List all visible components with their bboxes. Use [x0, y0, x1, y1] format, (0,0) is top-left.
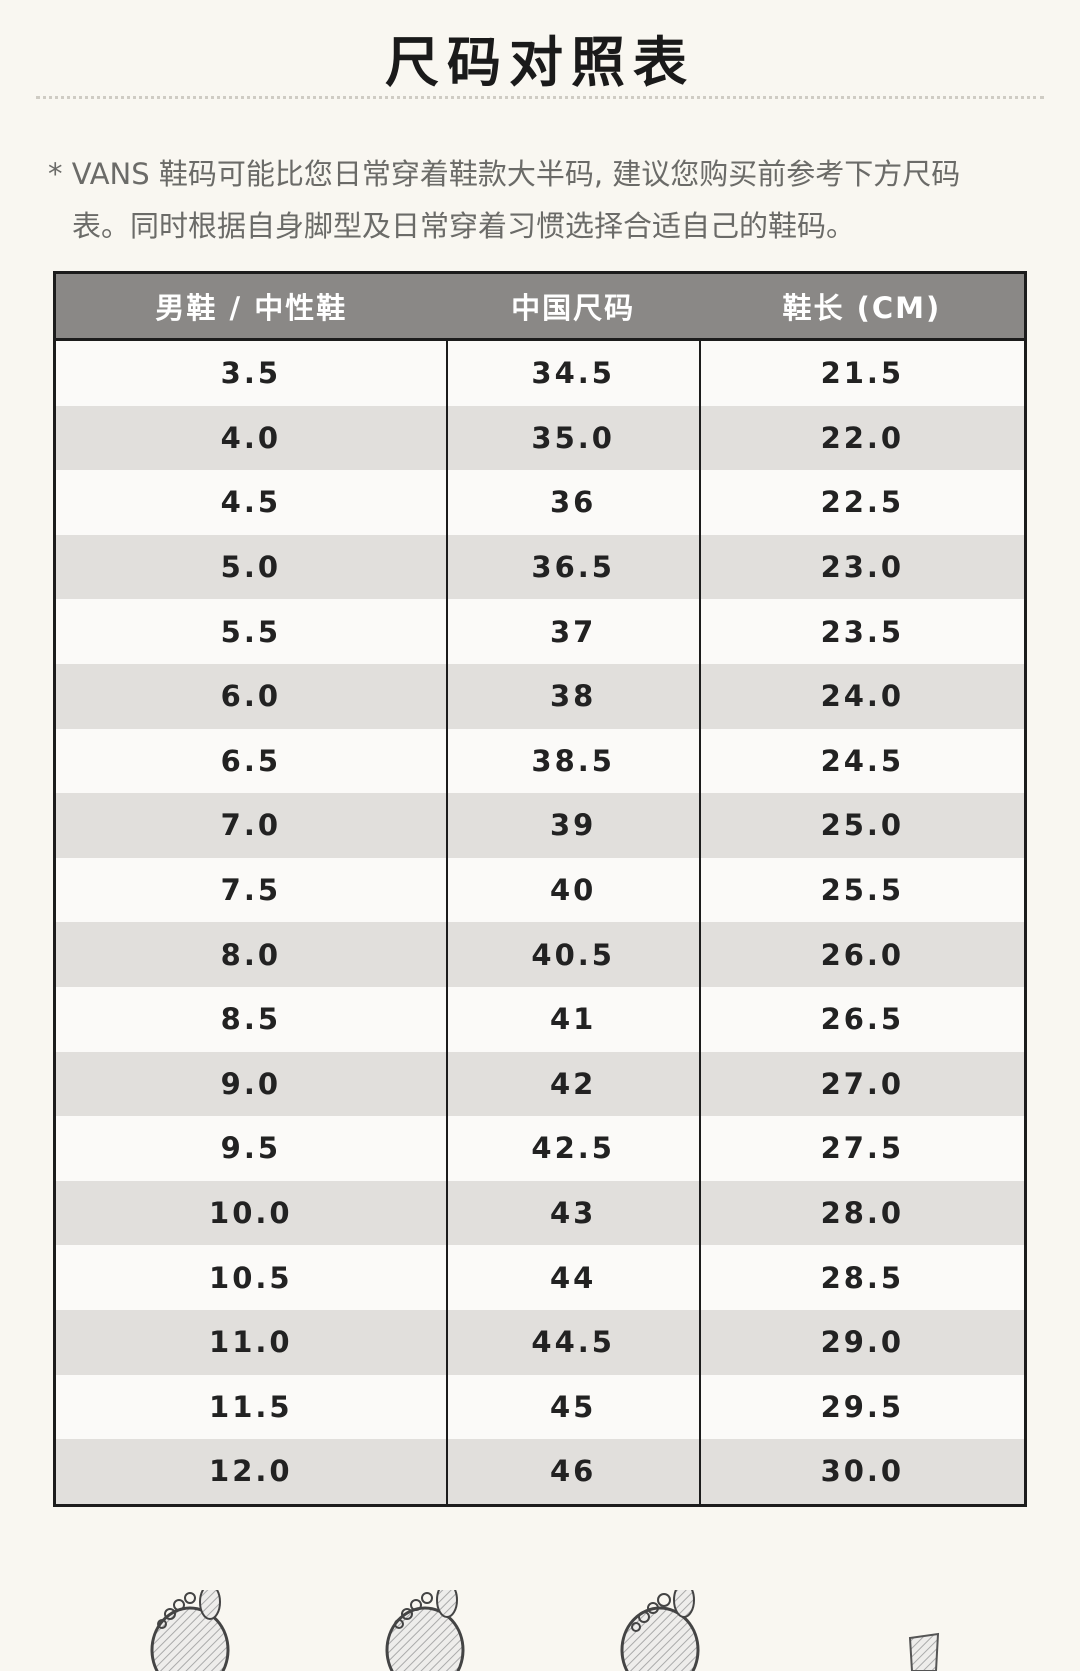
foot-length-cell: 22.5: [698, 470, 1026, 535]
table-row: 5.5 37 23.5: [54, 599, 1026, 664]
table-header-row: 男鞋 / 中性鞋 中国尺码 鞋长 (CM): [54, 272, 1026, 341]
foot-length-cell: 26.0: [698, 922, 1026, 987]
us-size-cell: 6.0: [54, 663, 447, 729]
footprint-icon: [150, 1590, 230, 1671]
table-row: 5.0 36.5 23.0: [54, 534, 1026, 600]
footprint-icon: [385, 1590, 465, 1671]
us-size-cell: 3.5: [54, 339, 447, 406]
table-row: 12.0 46 30.0: [54, 1439, 1026, 1506]
foot-length-cell: 23.0: [698, 534, 1026, 600]
us-size-cell: 12.0: [54, 1439, 447, 1506]
footprint-illustrations: [150, 1590, 940, 1671]
foot-length-cell: 21.5: [698, 339, 1026, 406]
cn-size-cell: 35.0: [445, 405, 700, 471]
us-size-cell: 11.0: [54, 1309, 447, 1375]
table-row: 9.0 42 27.0: [54, 1051, 1026, 1117]
table-row: 8.0 40.5 26.0: [54, 922, 1026, 987]
cn-size-cell: 38.5: [445, 728, 700, 794]
foot-length-cell: 28.5: [698, 1245, 1026, 1310]
footprint-icon: [620, 1590, 700, 1671]
foot-length-cell: 27.5: [698, 1116, 1026, 1181]
foot-length-cell: 27.0: [698, 1051, 1026, 1117]
foot-length-cell: 26.5: [698, 986, 1026, 1052]
us-size-cell: 4.0: [54, 405, 447, 471]
us-size-cell: 8.0: [54, 922, 447, 987]
us-size-cell: 11.5: [54, 1374, 447, 1440]
table-row: 6.5 38.5 24.5: [54, 728, 1026, 794]
foot-length-cell: 29.0: [698, 1309, 1026, 1375]
foot-length-cell: 30.0: [698, 1439, 1026, 1506]
table-body: 3.5 34.5 21.5 4.0 35.0 22.0 4.5 36 22.5 5.0 36.5 23…: [54, 339, 1026, 1506]
us-size-cell: 9.0: [54, 1051, 447, 1117]
cn-size-cell: 40.5: [445, 922, 700, 987]
table-row: 7.0 39 25.0: [54, 793, 1026, 858]
note-line-2: 表。同时根据自身脚型及日常穿着习惯选择合适自己的鞋码。: [72, 209, 856, 243]
us-size-cell: 8.5: [54, 986, 447, 1052]
cn-size-cell: 45: [445, 1374, 700, 1440]
foot-length-cell: 25.0: [698, 793, 1026, 858]
page-title: 尺码对照表: [385, 31, 695, 94]
header-cn-size: 中国尺码: [446, 272, 700, 341]
table-row: 10.0 43 28.0: [54, 1180, 1026, 1246]
foot-length-cell: 24.0: [698, 663, 1026, 729]
size-note: * VANS 鞋码可能比您日常穿着鞋款大半码, 建议您购买前参考下方尺码 表。同…: [48, 148, 1038, 252]
table-row: 4.5 36 22.5: [54, 470, 1026, 535]
cn-size-cell: 43: [445, 1180, 700, 1246]
foot-length-cell: 28.0: [698, 1180, 1026, 1246]
dotted-divider: [36, 96, 1044, 99]
cn-size-cell: 40: [445, 857, 700, 923]
us-size-cell: 6.5: [54, 728, 447, 794]
table-row: 11.5 45 29.5: [54, 1374, 1026, 1440]
cn-size-cell: 46: [445, 1439, 700, 1506]
foot-length-cell: 22.0: [698, 405, 1026, 471]
us-size-cell: 10.5: [54, 1245, 447, 1310]
foot-length-cell: 23.5: [698, 599, 1026, 664]
table-row: 4.0 35.0 22.0: [54, 405, 1026, 471]
us-size-cell: 5.0: [54, 534, 447, 600]
table-row: 9.5 42.5 27.5: [54, 1116, 1026, 1181]
us-size-cell: 7.0: [54, 793, 447, 858]
size-chart-table: 男鞋 / 中性鞋 中国尺码 鞋长 (CM) 3.5 34.5 21.5 4.0 35.0…: [53, 271, 1027, 1507]
cn-size-cell: 42: [445, 1051, 700, 1117]
cn-size-cell: 37: [445, 599, 700, 664]
us-size-cell: 7.5: [54, 857, 447, 923]
table-row: 6.0 38 24.0: [54, 663, 1026, 729]
cn-size-cell: 42.5: [445, 1116, 700, 1181]
cn-size-cell: 34.5: [445, 339, 700, 406]
cn-size-cell: 36.5: [445, 534, 700, 600]
cn-size-cell: 41: [445, 986, 700, 1052]
us-size-cell: 5.5: [54, 599, 447, 664]
us-size-cell: 4.5: [54, 470, 447, 535]
us-size-cell: 10.0: [54, 1180, 447, 1246]
foot-length-cell: 29.5: [698, 1374, 1026, 1440]
table-row: 11.0 44.5 29.0: [54, 1309, 1026, 1375]
table-row: 7.5 40 25.5: [54, 857, 1026, 923]
cn-size-cell: 44: [445, 1245, 700, 1310]
us-size-cell: 9.5: [54, 1116, 447, 1181]
table-row: 3.5 34.5 21.5: [54, 339, 1026, 406]
header-us-size: 男鞋 / 中性鞋: [54, 272, 447, 341]
cn-size-cell: 38: [445, 663, 700, 729]
cn-size-cell: 39: [445, 793, 700, 858]
cn-size-cell: 44.5: [445, 1309, 700, 1375]
measuring-block-icon: [908, 1632, 940, 1671]
cn-size-cell: 36: [445, 470, 700, 535]
table-row: 8.5 41 26.5: [54, 986, 1026, 1052]
note-line-1: * VANS 鞋码可能比您日常穿着鞋款大半码, 建议您购买前参考下方尺码: [48, 157, 961, 191]
header-foot-length: 鞋长 (CM): [699, 272, 1026, 341]
table-row: 10.5 44 28.5: [54, 1245, 1026, 1310]
foot-length-cell: 25.5: [698, 857, 1026, 923]
foot-length-cell: 24.5: [698, 728, 1026, 794]
